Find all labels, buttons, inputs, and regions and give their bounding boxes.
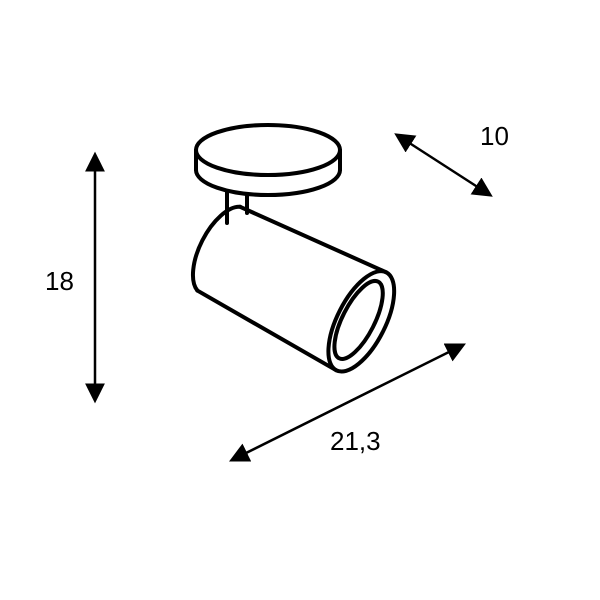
dim-depth-arrow [397,135,490,195]
dim-height-label: 18 [45,266,74,296]
dim-width-label: 21,3 [330,426,381,456]
technical-drawing: 18 21,3 10 [0,0,600,600]
product-outline [177,125,407,381]
body-back-arc [181,198,240,290]
body-top-line [240,200,386,280]
spotlight-body [177,191,407,381]
base-top-ellipse [196,125,340,175]
dim-depth-label: 10 [480,121,509,151]
body-bottom-line [194,291,340,371]
dimension-arrows [95,135,490,460]
body-front-ellipse [315,261,408,381]
